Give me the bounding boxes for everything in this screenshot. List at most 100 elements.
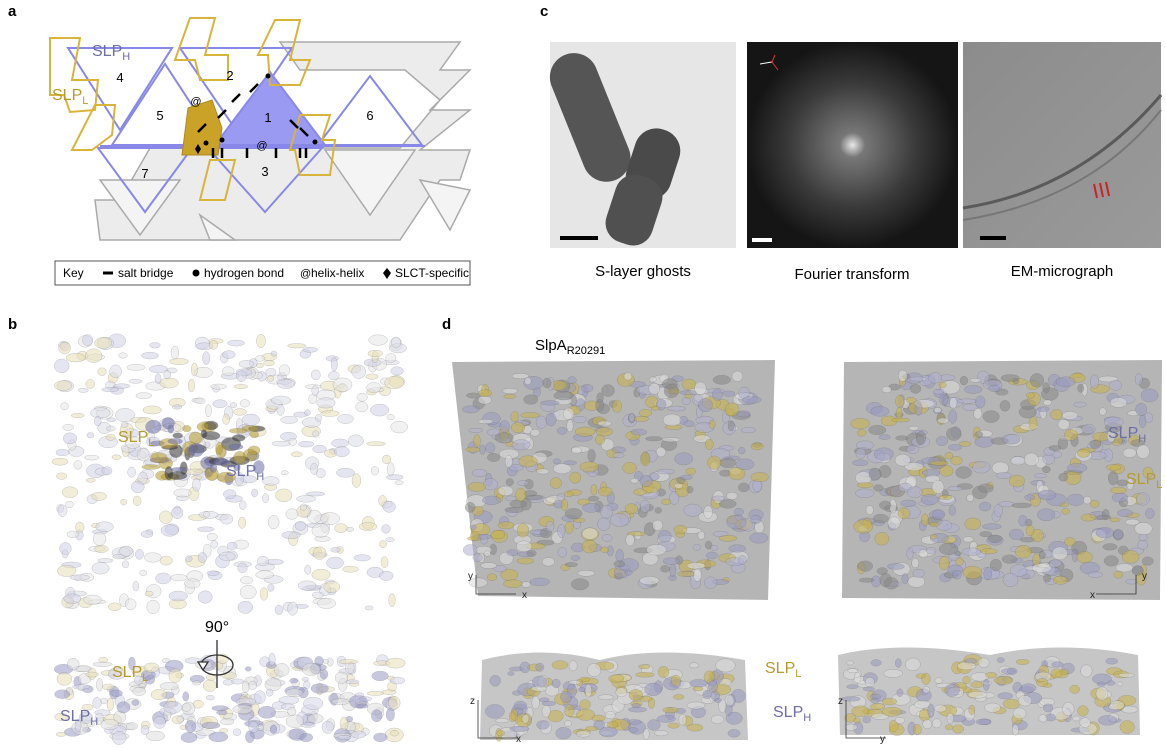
protein-blob <box>250 431 259 438</box>
protein-blob <box>640 452 650 466</box>
protein-blob <box>511 411 519 422</box>
protein-blob <box>385 376 404 388</box>
protein-blob <box>687 562 705 569</box>
protein-blob <box>313 445 327 453</box>
protein-blob <box>142 465 160 470</box>
protein-blob <box>928 704 934 718</box>
protein-blob <box>512 440 530 451</box>
protein-blob <box>508 672 515 676</box>
key-item: SLCT-specific <box>395 266 469 280</box>
protein-blob <box>106 426 115 431</box>
protein-blob <box>469 428 483 432</box>
protein-blob <box>268 515 279 529</box>
protein-blob <box>169 669 182 683</box>
key-item: salt bridge <box>118 266 174 280</box>
protein-blob <box>135 549 143 559</box>
protein-blob <box>256 334 265 347</box>
protein-blob <box>595 435 604 445</box>
protein-blob <box>115 408 134 422</box>
protein-blob <box>629 413 635 422</box>
protein-blob <box>203 511 209 517</box>
protein-blob <box>160 556 172 565</box>
protein-blob <box>992 462 1009 474</box>
protein-blob <box>192 478 200 491</box>
protein-blob <box>465 502 475 512</box>
protein-blob <box>1009 475 1024 487</box>
protein-blob <box>150 452 167 462</box>
protein-blob <box>255 691 266 704</box>
protein-blob <box>72 685 90 690</box>
protein-blob <box>921 494 938 505</box>
protein-blob <box>912 558 919 568</box>
protein-blob <box>698 398 712 411</box>
protein-blob <box>673 694 684 699</box>
protein-blob <box>85 349 102 363</box>
protein-blob <box>564 721 571 727</box>
protein-blob <box>133 687 146 695</box>
protein-blob <box>510 726 529 731</box>
protein-blob <box>543 378 551 388</box>
protein-blob <box>738 483 749 492</box>
protein-blob <box>110 690 122 697</box>
protein-blob <box>1135 374 1142 385</box>
protein-blob <box>946 427 961 440</box>
protein-blob <box>338 414 354 423</box>
protein-blob <box>738 555 746 564</box>
protein-blob <box>734 508 744 515</box>
slp-h-label: SLPH <box>92 43 130 63</box>
protein-blob <box>233 705 253 714</box>
protein-blob <box>1123 448 1136 458</box>
protein-blob <box>693 686 703 691</box>
caption: EM-micrograph <box>1011 263 1114 280</box>
protein-blob <box>310 463 318 474</box>
protein-blob <box>887 563 904 569</box>
protein-blob <box>62 487 78 498</box>
protein-blob <box>969 705 975 715</box>
axis-label: x <box>516 734 521 745</box>
protein-blob <box>391 367 404 375</box>
protein-blob <box>975 436 994 447</box>
protein-blob <box>1064 429 1077 440</box>
protein-blob <box>1056 377 1076 387</box>
protein-blob <box>546 413 556 426</box>
protein-blob <box>242 681 249 693</box>
protein-blob <box>1043 704 1053 712</box>
protein-blob <box>121 499 127 505</box>
protein-blob <box>602 534 612 541</box>
protein-blob <box>1098 715 1117 725</box>
protein-blob <box>491 530 505 539</box>
protein-blob <box>209 340 218 349</box>
protein-blob <box>55 690 70 699</box>
protein-blob <box>950 397 957 408</box>
protein-blob <box>567 420 574 432</box>
protein-blob <box>580 462 599 472</box>
protein-blob <box>295 521 306 530</box>
protein-blob <box>1142 557 1153 566</box>
protein-blob <box>119 353 128 358</box>
axis-label: y <box>880 734 885 745</box>
protein-blob <box>576 731 590 738</box>
protein-blob <box>193 681 201 685</box>
protein-blob <box>289 438 297 445</box>
protein-blob <box>980 549 997 554</box>
protein-blob <box>674 525 687 534</box>
protein-blob <box>654 730 668 736</box>
protein-blob <box>262 494 269 503</box>
protein-blob <box>317 398 336 408</box>
protein-blob <box>312 386 319 396</box>
protein-blob <box>279 365 290 376</box>
protein-blob <box>395 481 404 485</box>
protein-blob <box>565 705 574 717</box>
protein-blob <box>937 418 948 424</box>
protein-blob <box>658 530 671 543</box>
protein-blob <box>86 672 99 677</box>
protein-blob <box>1002 434 1020 444</box>
protein-blob <box>228 340 245 346</box>
protein-blob <box>207 571 219 576</box>
protein-blob <box>388 696 400 709</box>
protein-blob <box>209 732 228 742</box>
protein-blob <box>1090 375 1099 389</box>
protein-blob <box>1039 551 1045 559</box>
protein-blob <box>725 695 734 706</box>
protein-blob <box>674 483 683 488</box>
